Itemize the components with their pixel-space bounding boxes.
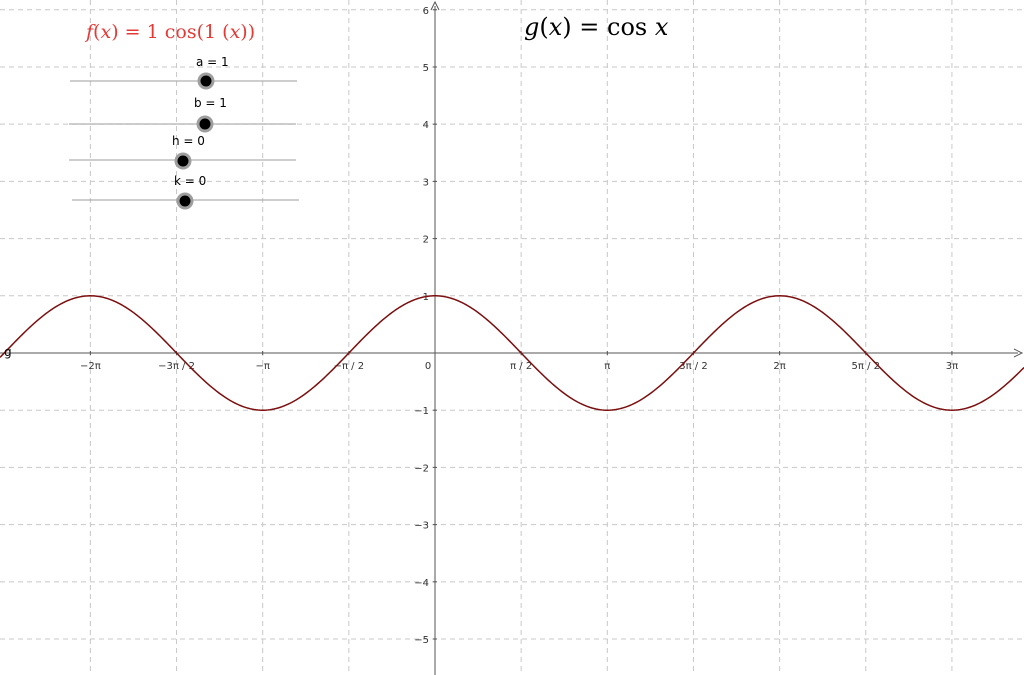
slider-k-label: k = 0 xyxy=(174,174,206,188)
formula-f-b: 1 xyxy=(204,21,216,43)
slider-b-label: b = 1 xyxy=(194,96,227,110)
slider-b-knob[interactable] xyxy=(199,118,211,130)
y-tick-label: 6 xyxy=(423,6,429,17)
formula-g-fn: cos xyxy=(607,13,647,41)
formula-f-a: 1 xyxy=(147,21,159,43)
x-axis-arrow xyxy=(1013,348,1024,358)
curve-g[interactable] xyxy=(0,295,1024,411)
formula-f: f(x) = 1 cos(1 (x)) xyxy=(84,21,255,43)
x-tick-label: 3π xyxy=(946,361,958,372)
slider-h[interactable]: h = 0 xyxy=(69,134,296,170)
x-tick-label: −2π xyxy=(80,361,101,372)
y-tick-label: −5 xyxy=(414,635,429,646)
slider-k-knob[interactable] xyxy=(179,195,191,207)
y-tick-label: −4 xyxy=(414,578,429,589)
slider-b[interactable]: b = 1 xyxy=(69,96,296,133)
x-tick-label: π xyxy=(604,361,610,372)
x-tick-label: π / 2 xyxy=(510,361,532,372)
slider-a[interactable]: a = 1 xyxy=(70,55,297,90)
formula-g: g(x) = cos x xyxy=(524,13,669,41)
y-tick-label: 2 xyxy=(423,235,429,246)
series-label-g: g xyxy=(4,345,12,359)
y-tick-label: 5 xyxy=(423,63,429,74)
formula-g-arg: x xyxy=(655,13,669,41)
x-tick-label: 0 xyxy=(425,361,431,372)
formula-f-arg: x xyxy=(230,21,241,43)
x-tick-label: 5π / 2 xyxy=(852,361,880,372)
formula-f-var: x xyxy=(100,21,111,43)
slider-h-knob[interactable] xyxy=(177,155,189,167)
y-axis-arrow xyxy=(430,0,440,11)
y-tick-label: −2 xyxy=(414,463,429,474)
slider-h-label: h = 0 xyxy=(172,134,205,148)
tick-labels: −2π −3π / 2 −π −π / 2 0 π / 2 π 3π / 2 2π 5π / 2 3… xyxy=(80,6,958,646)
y-tick-label: −1 xyxy=(414,406,429,417)
formula-g-var: x xyxy=(549,13,563,41)
x-tick-label: −π / 2 xyxy=(334,361,365,372)
y-tick-label: 4 xyxy=(423,120,429,131)
slider-a-label: a = 1 xyxy=(196,55,229,69)
y-tick-label: 3 xyxy=(423,177,429,188)
x-tick-label: −3π / 2 xyxy=(158,361,195,372)
slider-a-knob[interactable] xyxy=(200,75,212,87)
formula-f-fn: cos xyxy=(165,21,197,43)
slider-k[interactable]: k = 0 xyxy=(72,174,299,210)
x-tick-label: −π xyxy=(255,361,269,372)
formula-g-name: g xyxy=(524,13,539,41)
x-tick-label: 3π / 2 xyxy=(679,361,707,372)
formula-f-name: f xyxy=(84,21,96,43)
x-tick-label: 2π xyxy=(773,361,785,372)
y-tick-label: −3 xyxy=(414,521,429,532)
